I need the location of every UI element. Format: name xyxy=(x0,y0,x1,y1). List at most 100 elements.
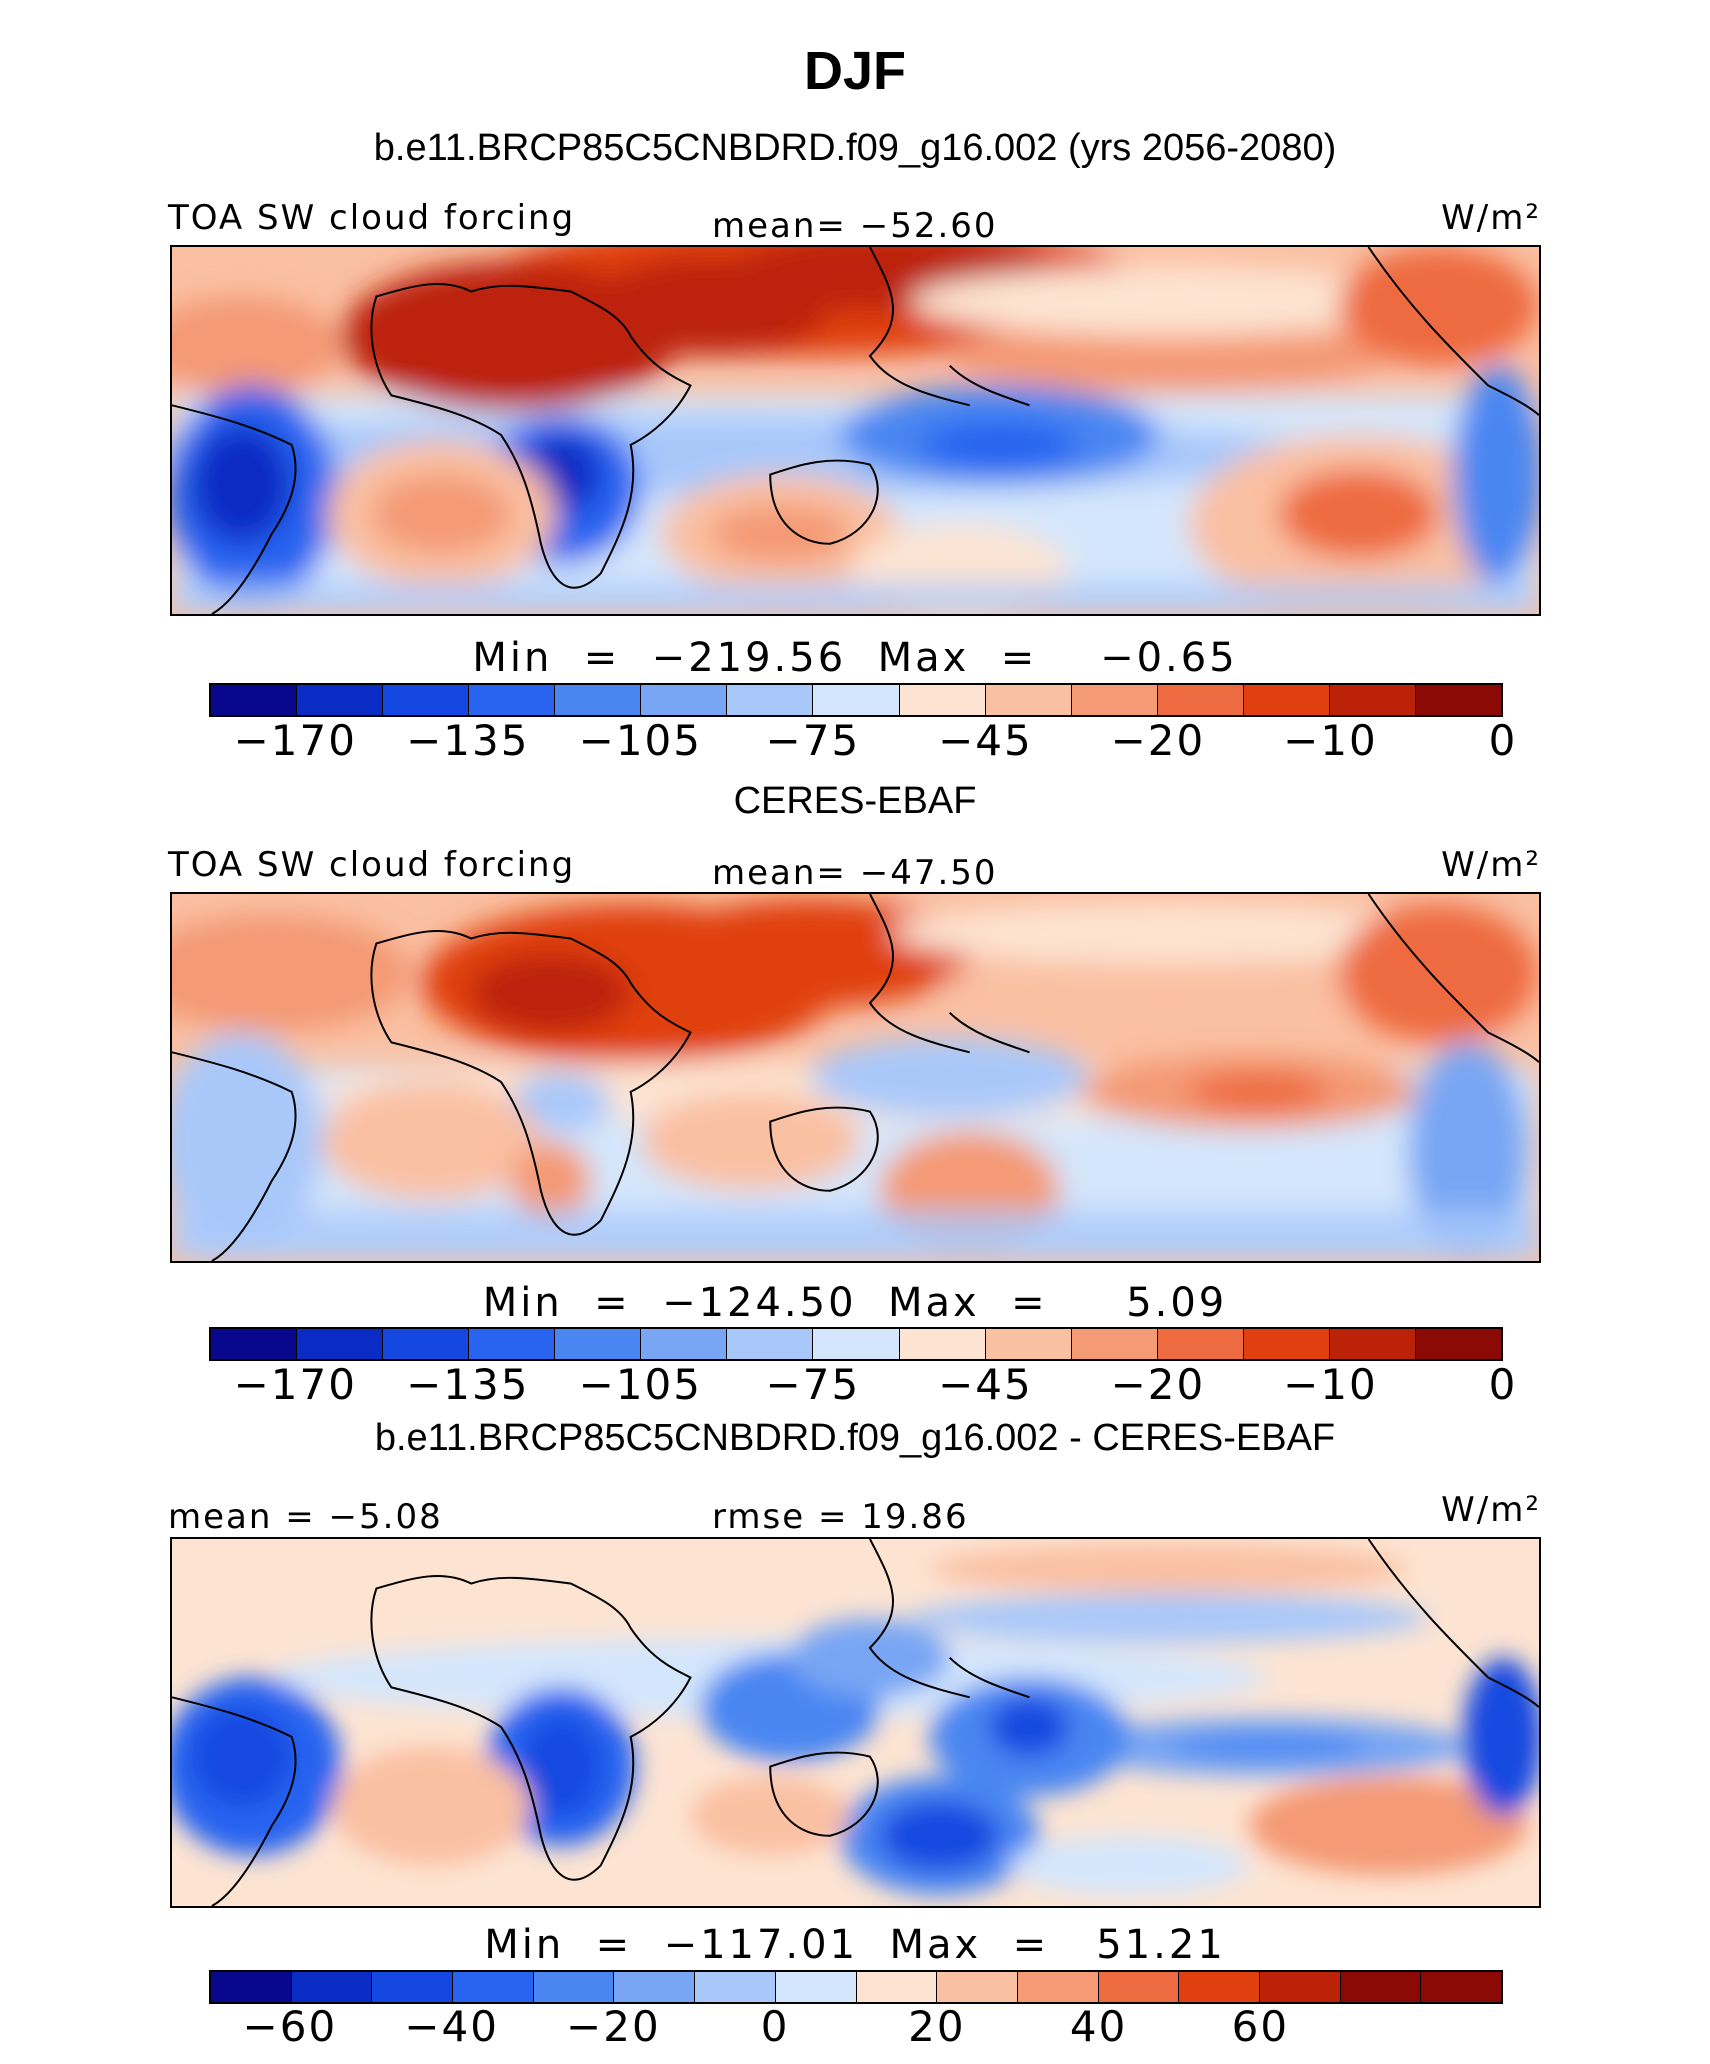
colorbar-swatch xyxy=(641,685,728,715)
panel-1-variable-label: TOA SW cloud forcing xyxy=(168,198,576,238)
colorbar-swatch xyxy=(383,1329,470,1359)
colorbar-tick-label: −170 xyxy=(233,1360,357,1409)
colorbar-swatch xyxy=(1415,1329,1501,1359)
panel-3-rmse-label: rmse = 19.86 xyxy=(712,1497,969,1537)
colorbar-tick-label: −20 xyxy=(1110,716,1206,765)
colorbar-tick-label: −75 xyxy=(765,1360,861,1409)
panel-3-map xyxy=(170,1537,1541,1908)
panel-3-units-label: W/m² xyxy=(1441,1490,1541,1530)
colorbar-swatch xyxy=(1179,1972,1260,2002)
panel-2-colorbar xyxy=(209,1327,1503,1361)
panel-3-mean-label: mean = −5.08 xyxy=(168,1497,443,1537)
colorbar-tick-label: 0 xyxy=(760,2002,790,2051)
colorbar-swatch xyxy=(1098,1972,1180,2002)
panel-1-heading: b.e11.BRCP85C5CNBDRD.f09_g16.002 (yrs 20… xyxy=(373,127,1337,169)
colorbar-tick-label: −75 xyxy=(765,716,861,765)
panel-1-colorbar-ticks: −170 −135 −105 −75 −45 −20 −10 0 xyxy=(209,716,1516,766)
colorbar-swatch xyxy=(1157,1329,1244,1359)
panel-2-minmax: Min = −124.50 Max = 5.09 xyxy=(482,1280,1228,1326)
panel-2-colorbar-ticks: −170 −135 −105 −75 −45 −20 −10 0 xyxy=(209,1360,1516,1410)
colorbar-swatch xyxy=(775,1972,857,2002)
colorbar-swatch xyxy=(1329,685,1416,715)
colorbar-swatch xyxy=(727,1329,814,1359)
colorbar-swatch xyxy=(899,1329,986,1359)
colorbar-tick-label: 40 xyxy=(1069,2002,1128,2051)
colorbar-swatch xyxy=(372,1972,454,2002)
colorbar-tick-label: −105 xyxy=(578,1360,703,1409)
panel-3-colorbar xyxy=(209,1970,1503,2004)
panel-2-units-label: W/m² xyxy=(1441,845,1541,885)
coastlines xyxy=(172,894,1539,1261)
colorbar-swatch xyxy=(1415,685,1501,715)
colorbar-swatch xyxy=(641,1329,728,1359)
colorbar-swatch xyxy=(297,685,384,715)
colorbar-swatch xyxy=(856,1972,938,2002)
colorbar-swatch xyxy=(695,1972,776,2002)
colorbar-swatch xyxy=(1243,685,1330,715)
panel-3-map-field xyxy=(172,1539,1539,1906)
colorbar-swatch xyxy=(1071,1329,1158,1359)
panel-1-map xyxy=(170,245,1541,616)
panel-2-mean-label: mean= −47.50 xyxy=(712,853,998,893)
colorbar-tick-label: −170 xyxy=(233,716,357,765)
colorbar-tick-label: −20 xyxy=(1110,1360,1206,1409)
panel-2-map-field xyxy=(172,894,1539,1261)
colorbar-swatch xyxy=(555,685,642,715)
colorbar-swatch xyxy=(1157,685,1244,715)
panel-3-colorbar-ticks: −60 −40 −20 0 20 40 60 xyxy=(209,2002,1503,2052)
figure-title: DJF xyxy=(803,41,906,101)
colorbar-swatch xyxy=(1329,1329,1416,1359)
colorbar-swatch xyxy=(211,685,298,715)
colorbar-swatch xyxy=(469,1329,556,1359)
colorbar-swatch xyxy=(383,685,470,715)
colorbar-swatch xyxy=(985,1329,1072,1359)
colorbar-tick-label: −10 xyxy=(1283,1360,1378,1409)
colorbar-tick-label: −20 xyxy=(566,2002,661,2051)
colorbar-tick-label: −135 xyxy=(406,716,530,765)
colorbar-swatch xyxy=(899,685,986,715)
colorbar-swatch xyxy=(813,1329,900,1359)
colorbar-swatch xyxy=(211,1329,298,1359)
colorbar-tick-label: 0 xyxy=(1488,716,1518,765)
colorbar-swatch xyxy=(1340,1972,1422,2002)
colorbar-swatch xyxy=(1071,685,1158,715)
colorbar-tick-label: −135 xyxy=(406,1360,530,1409)
panel-1-units-label: W/m² xyxy=(1441,198,1541,238)
colorbar-swatch xyxy=(469,685,556,715)
colorbar-swatch xyxy=(291,1972,373,2002)
colorbar-swatch xyxy=(533,1972,615,2002)
colorbar-tick-label: −45 xyxy=(938,716,1033,765)
colorbar-swatch xyxy=(937,1972,1018,2002)
panel-3-heading: b.e11.BRCP85C5CNBDRD.f09_g16.002 - CERES… xyxy=(374,1417,1336,1459)
panel-1-colorbar xyxy=(209,683,1503,717)
colorbar-swatch xyxy=(1259,1972,1341,2002)
panel-3-minmax: Min = −117.01 Max = 51.21 xyxy=(484,1922,1226,1968)
colorbar-tick-label: −10 xyxy=(1283,716,1378,765)
colorbar-tick-label: −45 xyxy=(938,1360,1033,1409)
panel-1-minmax: Min = −219.56 Max = −0.65 xyxy=(472,635,1238,681)
colorbar-swatch xyxy=(1243,1329,1330,1359)
panel-2-map xyxy=(170,892,1541,1263)
colorbar-swatch xyxy=(555,1329,642,1359)
colorbar-tick-label: −60 xyxy=(242,2002,338,2051)
colorbar-swatch xyxy=(985,685,1072,715)
colorbar-tick-label: 20 xyxy=(908,2002,966,2051)
colorbar-swatch xyxy=(1017,1972,1099,2002)
colorbar-tick-label: 0 xyxy=(1488,1360,1518,1409)
colorbar-swatch xyxy=(453,1972,534,2002)
panel-2-heading: CERES-EBAF xyxy=(733,780,977,822)
colorbar-swatch xyxy=(727,685,814,715)
colorbar-swatch xyxy=(813,685,900,715)
coastlines xyxy=(172,247,1539,614)
panel-1-mean-label: mean= −52.60 xyxy=(712,206,998,246)
panel-2-variable-label: TOA SW cloud forcing xyxy=(168,845,576,885)
colorbar-tick-label: 60 xyxy=(1231,2002,1290,2051)
colorbar-swatch xyxy=(614,1972,696,2002)
colorbar-tick-label: −105 xyxy=(578,716,703,765)
colorbar-swatch xyxy=(211,1972,292,2002)
colorbar-swatch xyxy=(297,1329,384,1359)
colorbar-swatch xyxy=(1421,1972,1501,2002)
panel-1-map-field xyxy=(172,247,1539,614)
colorbar-tick-label: −40 xyxy=(404,2002,499,2051)
coastlines xyxy=(172,1539,1539,1906)
